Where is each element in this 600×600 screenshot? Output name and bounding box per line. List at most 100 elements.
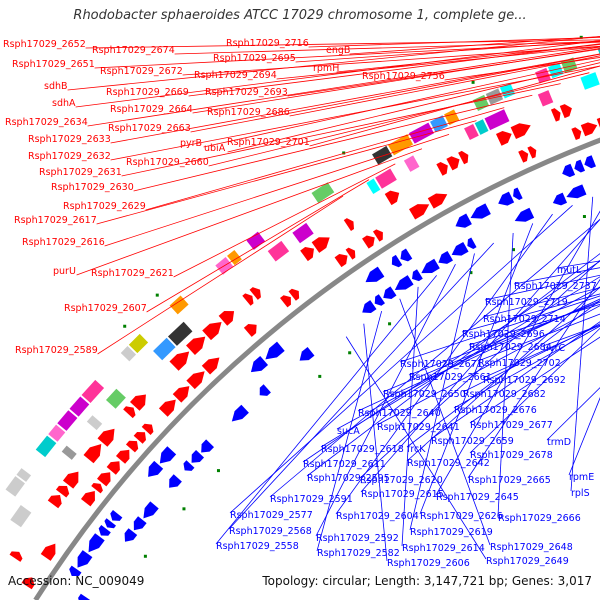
reverse-gene-label: Rsph17029_2666	[498, 513, 581, 524]
forward-gene-label: sdhA	[52, 98, 76, 109]
feature-block	[403, 155, 420, 172]
forward-gene-arrow	[311, 237, 330, 253]
forward-label-leader	[227, 62, 600, 153]
forward-gene-arrow	[158, 399, 176, 417]
reverse-gene-arrow	[391, 254, 403, 268]
reverse-gene-arrow	[78, 593, 90, 600]
forward-gene-arrow	[55, 485, 70, 498]
feature-block	[5, 476, 25, 497]
reverse-gene-arrow	[265, 341, 285, 360]
reverse-gene-arrow	[299, 346, 315, 361]
forward-gene-label: Rsph17029_2616	[22, 237, 105, 248]
reverse-gene-label: Rsph17029_2648	[490, 542, 573, 553]
forward-gene-arrow	[186, 371, 205, 390]
reverse-gene-arrow	[400, 248, 413, 262]
forward-gene-label: Rsph17029_2674	[92, 45, 175, 56]
reverse-gene-arrow	[451, 241, 469, 256]
forward-label-leader	[349, 36, 600, 55]
reverse-gene-label: Rsph17029_2592	[316, 533, 399, 544]
feature-block	[128, 333, 149, 354]
marker-dot	[123, 324, 127, 328]
forward-label-leader	[87, 46, 600, 127]
forward-label-leader	[174, 41, 600, 55]
forward-gene-label: Rsph17029_2716	[226, 38, 309, 49]
reverse-gene-arrow	[455, 213, 472, 228]
feature-block	[69, 396, 90, 417]
forward-label-leader	[289, 55, 600, 117]
forward-gene-arrow	[133, 431, 146, 444]
forward-label-leader	[444, 57, 600, 81]
reverse-label-leader	[316, 310, 383, 552]
forward-gene-arrow	[334, 253, 348, 268]
reverse-gene-label: Rsph17029_2558	[216, 541, 299, 552]
reverse-label-leader	[359, 259, 600, 479]
reverse-gene-arrow	[104, 518, 117, 529]
feature-block	[57, 410, 78, 431]
reverse-label-leader	[419, 223, 534, 515]
accession-label: Accession: NC_009049	[8, 574, 145, 588]
feature-block	[81, 379, 105, 404]
forward-gene-arrow	[300, 246, 314, 262]
reverse-label-leader	[408, 301, 600, 376]
marker-dot	[388, 322, 392, 326]
reverse-label-leader	[477, 313, 600, 362]
forward-gene-label: Rsph17029_2695	[213, 53, 296, 64]
reverse-label-leader	[269, 218, 600, 498]
reverse-gene-label: rplS	[571, 488, 590, 499]
forward-label-leader	[133, 94, 533, 192]
forward-gene-arrow	[47, 495, 62, 509]
feature-block	[105, 388, 126, 409]
forward-gene-label: Rsph17029_2607	[64, 303, 147, 314]
reverse-label-leader	[306, 253, 600, 477]
feature-block	[366, 178, 381, 195]
reverse-label-leader	[406, 299, 600, 448]
forward-gene-arrow	[580, 122, 598, 137]
reverse-label-leader	[435, 210, 600, 496]
forward-gene-label: Rsph17029_2693	[205, 87, 288, 98]
feature-block	[167, 321, 193, 346]
forward-gene-arrow	[40, 543, 56, 561]
marker-dot	[348, 351, 352, 355]
marker-dot	[512, 248, 516, 252]
map-title: Rhodobacter sphaeroides ATCC 17029 chrom…	[73, 8, 527, 23]
reverse-gene-label: rpmE	[569, 472, 594, 483]
forward-gene-arrow	[559, 104, 572, 119]
forward-gene-label: Rsph17029_2686	[207, 107, 290, 118]
forward-gene-label: Rsph17029_2632	[28, 151, 111, 162]
forward-gene-label: rpmH	[313, 63, 339, 74]
reverse-gene-label: Rsph17029_2714	[483, 314, 566, 325]
reverse-gene-label: Rsph17029_2661	[409, 372, 492, 383]
forward-gene-arrow	[571, 127, 582, 140]
forward-gene-label: Rsph17029_2589	[15, 345, 98, 356]
feature-block	[61, 445, 77, 460]
forward-gene-label: Rsph17029_2664	[110, 104, 193, 115]
marker-dot	[182, 507, 186, 511]
reverse-gene-arrow	[88, 533, 105, 553]
forward-label-leader	[76, 148, 423, 276]
reverse-label-leader	[215, 275, 437, 545]
reverse-gene-arrow	[133, 516, 147, 531]
reverse-gene-arrow	[470, 203, 491, 219]
reverse-label-leader	[302, 260, 600, 463]
reverse-gene-arrow	[365, 266, 385, 283]
forward-gene-arrow	[130, 394, 146, 411]
marker-dot	[471, 80, 475, 84]
reverse-label-leader	[320, 276, 600, 448]
forward-gene-arrow	[495, 130, 512, 146]
forward-gene-arrow	[202, 321, 222, 341]
reverse-label-leader	[229, 204, 573, 514]
marker-dot	[155, 293, 159, 297]
forward-gene-arrow	[97, 472, 111, 487]
forward-gene-arrow	[115, 449, 130, 464]
forward-gene-label: ubiA	[204, 143, 226, 154]
forward-gene-label: Rsph17029_2672	[100, 66, 183, 77]
reverse-gene-label: Rsph17029_2665	[468, 475, 551, 486]
forward-label-leader	[208, 72, 590, 167]
reverse-gene-arrow	[383, 286, 397, 299]
forward-gene-arrow	[288, 288, 300, 301]
reverse-label-leader	[345, 336, 487, 560]
reverse-label-leader	[360, 218, 600, 493]
forward-gene-arrow	[436, 162, 448, 176]
feature-block	[537, 90, 554, 107]
